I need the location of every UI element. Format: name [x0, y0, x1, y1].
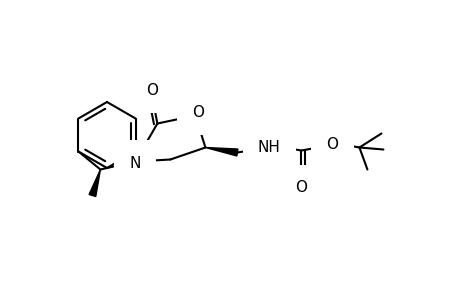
Text: NH: NH [257, 140, 280, 154]
Text: O: O [146, 82, 158, 98]
Polygon shape [89, 169, 100, 196]
Text: O: O [295, 181, 307, 196]
Text: O: O [326, 136, 338, 152]
Text: N: N [129, 155, 141, 170]
Polygon shape [205, 148, 237, 156]
Text: O: O [192, 104, 204, 119]
